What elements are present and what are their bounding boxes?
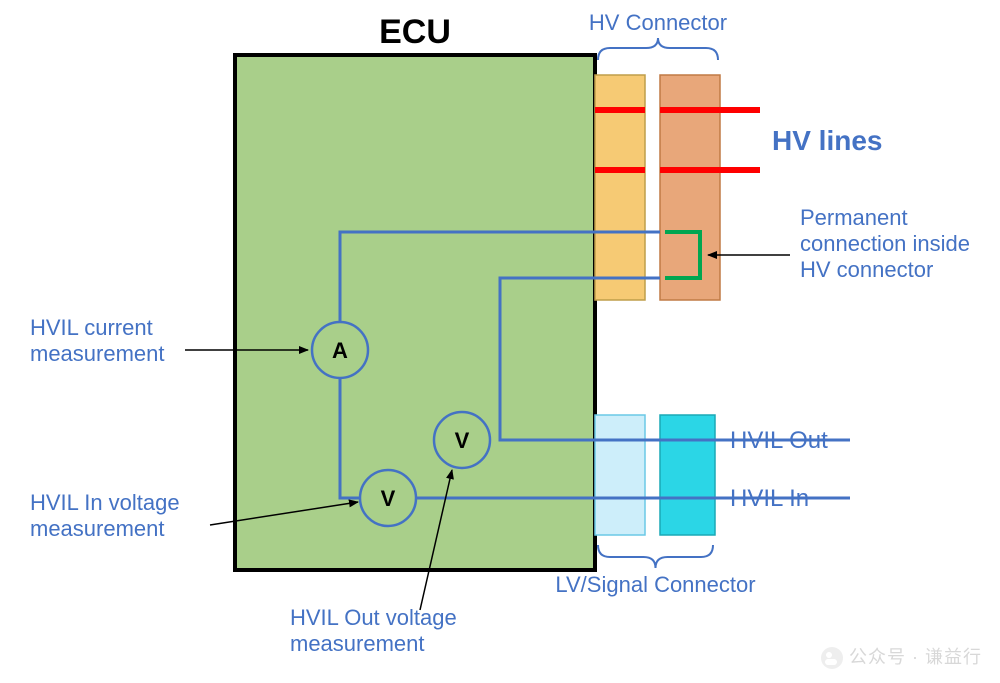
hvil-current-annot-text: HVIL current xyxy=(30,315,153,340)
voltmeter-out-symbol: V xyxy=(455,428,470,453)
perm-conn-text: HV connector xyxy=(800,257,933,282)
hv-connector-brace xyxy=(598,38,718,60)
watermark-text: 公众号 · 谦益行 xyxy=(849,647,982,667)
hvil-in-voltage-annot-text: HVIL In voltage xyxy=(30,490,180,515)
ecu-title: ECU xyxy=(379,13,451,51)
hvil-out-voltage-annot-text: measurement xyxy=(290,631,425,656)
watermark: 公众号 · 谦益行 xyxy=(821,643,982,669)
hvil-out-voltage-annot-text: HVIL Out voltage xyxy=(290,605,457,630)
hvil-current-annot-text: measurement xyxy=(30,341,165,366)
lv-connector-brace xyxy=(598,545,713,568)
perm-conn-text: Permanent xyxy=(800,205,908,230)
hvil-in-voltage-annot-text: measurement xyxy=(30,516,165,541)
voltmeter-in-symbol: V xyxy=(381,486,396,511)
perm-conn-text: connection inside xyxy=(800,231,970,256)
lv-connector-left xyxy=(595,415,645,535)
lv-connector-label: LV/Signal Connector xyxy=(555,572,755,597)
ammeter-symbol: A xyxy=(332,338,348,363)
hv-lines-label: HV lines xyxy=(772,125,882,156)
hvil-diagram: ECU HV lines A V V HVIL Out HVIL In HV Connecto… xyxy=(0,0,1000,683)
hvil-in-label: HVIL In xyxy=(730,485,809,512)
hvil-out-label: HVIL Out xyxy=(730,427,828,454)
lv-connector-right xyxy=(660,415,715,535)
hv-connector-label: HV Connector xyxy=(589,10,727,35)
wechat-icon xyxy=(821,647,843,669)
